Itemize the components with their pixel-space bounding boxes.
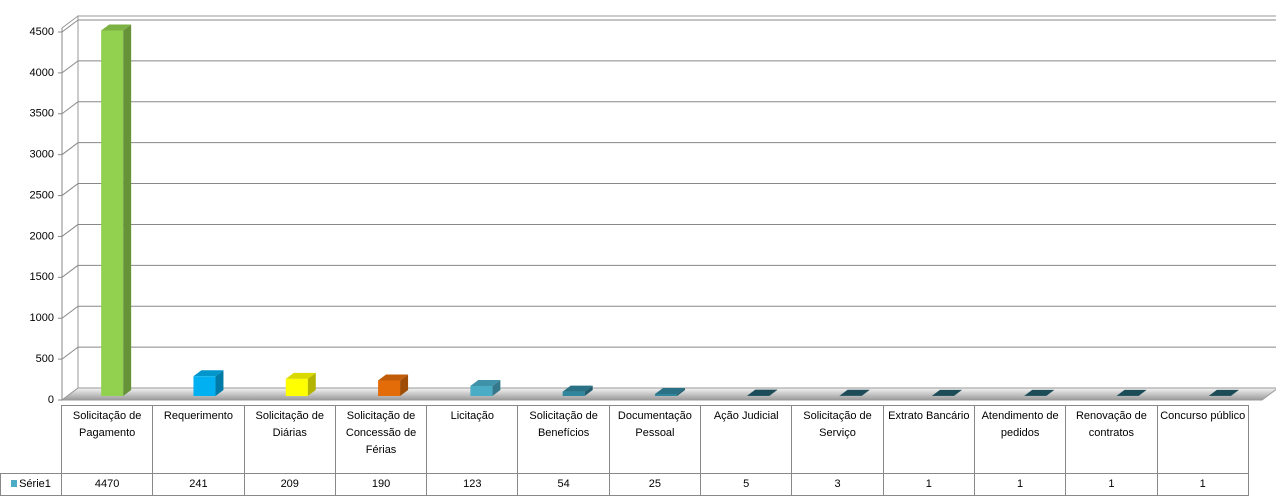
- bar-side: [584, 385, 593, 396]
- bar-side: [307, 372, 316, 396]
- bar: [562, 391, 585, 396]
- bar-top: [285, 372, 316, 379]
- category-label: Concurso público: [1156, 405, 1249, 474]
- value-label: 1: [1156, 473, 1249, 496]
- category-label: Solicitação de Concessão de Férias: [334, 405, 428, 474]
- value-label: 25: [608, 473, 702, 496]
- y-tick-label: 2500: [30, 189, 54, 201]
- y-tick-label: 4500: [30, 26, 54, 38]
- value-label: 54: [517, 473, 610, 496]
- bar-side: [123, 24, 132, 396]
- bar: [470, 385, 493, 396]
- bar-side: [215, 370, 224, 396]
- chart: 0 500 1000 1500 2000 2500 3000 3500 4000 4500: [30, 15, 1276, 405]
- bar-side: [677, 387, 685, 396]
- bar-side: [1230, 389, 1239, 396]
- side-wall: [61, 15, 79, 401]
- bar-top: [562, 385, 593, 392]
- y-tick-label: 1000: [30, 312, 54, 324]
- value-label: 241: [152, 473, 245, 496]
- bar-side: [1138, 389, 1147, 396]
- category-label: Ação Judicial: [700, 405, 793, 474]
- bar-top: [747, 389, 778, 396]
- bar-side: [769, 389, 778, 396]
- grid-line: [61, 19, 79, 33]
- value-label: 3: [791, 473, 884, 496]
- value-label: 1: [882, 473, 975, 496]
- category-label: Requerimento: [152, 405, 245, 474]
- bar-side: [1046, 389, 1055, 396]
- bar-top: [101, 24, 132, 31]
- bar-top: [1116, 389, 1147, 396]
- grid-line: [61, 305, 79, 319]
- bar-top: [193, 370, 224, 377]
- bar-top: [1024, 389, 1055, 396]
- grid-line: [61, 183, 79, 196]
- grid-line: [61, 346, 79, 360]
- bar: [101, 30, 124, 396]
- category-label: Atendimento de pedidos: [973, 405, 1067, 474]
- bar-side: [953, 389, 962, 396]
- bar: [285, 378, 308, 396]
- category-label: Solicitação de Benefícios: [517, 405, 610, 474]
- bar: [655, 393, 677, 396]
- legend-label: Série1: [19, 478, 51, 490]
- value-label: 123: [426, 473, 519, 496]
- value-label: 5: [700, 473, 793, 496]
- y-tick-label: 1500: [30, 271, 54, 283]
- bar-side: [492, 379, 501, 396]
- value-label: 209: [243, 473, 336, 496]
- bar-side: [400, 374, 409, 396]
- legend-key: [11, 480, 18, 487]
- category-label: Licitação: [426, 405, 519, 474]
- value-label: 1: [973, 473, 1067, 496]
- y-tick-label: 3500: [30, 108, 54, 120]
- y-tick-label: 500: [36, 353, 54, 365]
- grid-line: [61, 142, 79, 156]
- bar-top: [655, 387, 685, 394]
- bar: [193, 376, 216, 396]
- y-tick-label: 0: [48, 394, 54, 405]
- bar-top: [931, 389, 962, 396]
- empty-cell: [1, 406, 62, 474]
- bar-top: [839, 389, 870, 396]
- grid-line: [61, 224, 79, 237]
- back-wall: [77, 15, 1276, 389]
- grid-line: [61, 60, 79, 74]
- bar-side: [861, 389, 870, 396]
- category-label: Solicitação de Serviço: [791, 405, 884, 474]
- grid-line: [61, 101, 79, 115]
- value-label: 4470: [60, 473, 154, 496]
- legend-entry: Série1: [0, 473, 62, 496]
- bar-top: [470, 379, 501, 386]
- y-tick-label: 3000: [30, 149, 54, 161]
- y-tick-label: 4000: [30, 67, 54, 79]
- category-label: Documentação Pessoal: [608, 405, 702, 474]
- category-label: Extrato Bancário: [882, 405, 975, 474]
- bar-top: [1208, 389, 1239, 396]
- y-tick-label: 2000: [30, 230, 54, 242]
- bar-top: [378, 374, 409, 381]
- category-label: Solicitação de Pagamento: [60, 405, 154, 474]
- category-label: Renovação de contratos: [1065, 405, 1158, 474]
- value-label: 190: [334, 473, 428, 496]
- data-table: Solicitação de Pagamento Requerimento Soli…: [0, 405, 1249, 496]
- value-label: 1: [1065, 473, 1158, 496]
- grid-line: [61, 264, 79, 278]
- bar: [378, 380, 401, 396]
- category-label: Solicitação de Diárias: [243, 405, 336, 474]
